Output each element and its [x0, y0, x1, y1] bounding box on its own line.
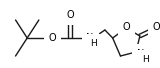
Text: N: N [86, 33, 94, 43]
Text: H: H [142, 54, 149, 64]
Text: O: O [153, 22, 160, 32]
Text: O: O [66, 10, 74, 20]
Text: O: O [122, 22, 130, 32]
Text: H: H [90, 38, 97, 48]
Text: N: N [137, 49, 144, 59]
Text: O: O [49, 33, 56, 43]
